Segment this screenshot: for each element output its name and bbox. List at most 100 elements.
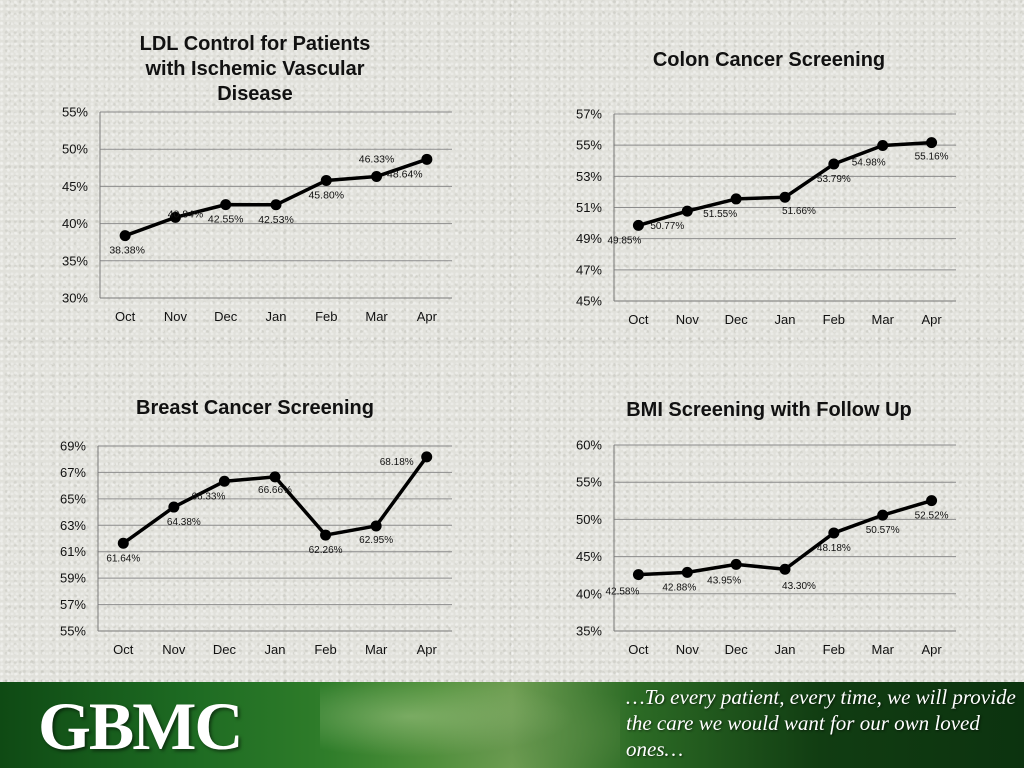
- x-tick-label: Mar: [365, 642, 388, 657]
- data-point: [371, 171, 383, 183]
- x-tick-label: Feb: [315, 309, 337, 324]
- x-tick-label: Jan: [775, 312, 796, 327]
- data-point: [168, 501, 180, 513]
- gbmc-logo: GBMC: [38, 688, 244, 764]
- x-tick-label: Dec: [725, 642, 749, 657]
- data-point: [270, 199, 282, 211]
- data-label: 45.80%: [308, 189, 344, 201]
- data-point: [779, 191, 791, 203]
- data-label: 61.64%: [106, 553, 140, 564]
- data-label: 53.79%: [817, 174, 851, 185]
- data-point: [632, 219, 644, 231]
- data-label: 46.33%: [359, 154, 395, 166]
- y-tick-label: 63%: [60, 518, 86, 533]
- y-tick-label: 30%: [62, 291, 88, 306]
- y-tick-label: 50%: [62, 142, 88, 157]
- data-point: [681, 566, 693, 578]
- x-tick-label: Oct: [115, 309, 136, 324]
- data-label: 48.18%: [817, 543, 851, 554]
- y-tick-label: 35%: [576, 624, 602, 639]
- data-label: 62.95%: [359, 535, 393, 546]
- data-point: [779, 563, 791, 575]
- x-tick-label: Nov: [676, 312, 700, 327]
- y-tick-label: 45%: [62, 179, 88, 194]
- data-label: 50.57%: [866, 525, 900, 536]
- y-tick-label: 45%: [576, 294, 602, 309]
- ldl-control-chart-panel: LDL Control for Patients with Ischemic V…: [0, 0, 510, 338]
- colon-cancer-chart-panel: Colon Cancer Screening 45% 47% 49% 51% 53% 55…: [514, 0, 1024, 338]
- data-point: [218, 475, 230, 487]
- data-point: [220, 199, 232, 211]
- x-tick-label: Jan: [265, 642, 286, 657]
- data-point: [828, 527, 840, 539]
- x-tick-label: Feb: [823, 312, 845, 327]
- x-tick-label: Mar: [872, 642, 895, 657]
- y-tick-label: 49%: [576, 231, 602, 246]
- bmi-screening-chart-panel: BMI Screening with Follow Up 35% 40% 45% 50…: [514, 342, 1024, 680]
- data-point: [828, 158, 840, 170]
- x-tick-label: Apr: [417, 309, 438, 324]
- tagline: …To every patient, every time, we will p…: [626, 685, 1016, 761]
- data-point: [320, 529, 332, 541]
- y-tick-label: 51%: [576, 200, 602, 215]
- y-tick-label: 53%: [576, 169, 602, 184]
- x-tick-label: Oct: [628, 642, 649, 657]
- data-label: 38.38%: [109, 245, 145, 257]
- breast-cancer-chart: 55% 57% 59% 61% 63% 65% 67% 69% Oct Nov Dec Jan Feb M…: [60, 439, 452, 657]
- chart-title: Breast Cancer Screening: [136, 397, 374, 419]
- ldl-control-chart: 30% 35% 40% 45% 50% 55% Oct Nov Dec Jan Feb Mar Apr 3…: [62, 105, 452, 324]
- data-point: [117, 537, 129, 549]
- x-tick-label: Mar: [365, 309, 388, 324]
- data-label: 55.16%: [915, 152, 949, 163]
- chart-title: Colon Cancer Screening: [652, 49, 886, 71]
- data-label: 42.53%: [258, 214, 294, 226]
- y-tick-label: 60%: [576, 438, 602, 453]
- y-tick-label: 55%: [62, 105, 88, 120]
- x-tick-label: Apr: [921, 312, 942, 327]
- x-tick-label: Nov: [162, 642, 186, 657]
- x-tick-label: Apr: [921, 642, 942, 657]
- y-tick-label: 67%: [60, 465, 86, 480]
- data-label: 43.30%: [782, 581, 816, 592]
- data-label: 66.66%: [258, 485, 292, 496]
- y-tick-label: 69%: [60, 439, 86, 454]
- data-label: 49.85%: [607, 235, 641, 246]
- data-point: [730, 558, 742, 570]
- data-label: 42.55%: [208, 214, 244, 226]
- data-label: 40.84%: [168, 208, 204, 220]
- y-tick-label: 55%: [576, 475, 602, 490]
- x-tick-label: Apr: [417, 642, 438, 657]
- bmi-screening-chart: 35% 40% 45% 50% 55% 60% Oct Nov Dec Jan Feb Mar Apr 4…: [576, 438, 956, 657]
- y-tick-label: 50%: [576, 512, 602, 527]
- data-label: 64.38%: [167, 517, 201, 528]
- x-tick-label: Dec: [213, 642, 237, 657]
- data-label: 51.55%: [703, 209, 737, 220]
- data-point: [632, 569, 644, 581]
- data-label: 52.52%: [915, 511, 949, 522]
- data-point: [421, 153, 433, 165]
- chart-title: BMI Screening with Follow Up: [626, 399, 912, 421]
- data-label: 68.18%: [380, 457, 414, 468]
- data-point: [926, 137, 938, 149]
- data-point: [421, 451, 433, 463]
- x-tick-label: Dec: [214, 309, 238, 324]
- y-tick-label: 40%: [576, 586, 602, 601]
- x-tick-label: Nov: [676, 642, 700, 657]
- x-tick-label: Feb: [314, 642, 336, 657]
- breast-cancer-chart-panel: Breast Cancer Screening 55% 57% 59% 61% 63% 6…: [0, 342, 510, 680]
- y-tick-label: 55%: [576, 138, 602, 153]
- y-tick-label: 45%: [576, 549, 602, 564]
- y-tick-label: 40%: [62, 216, 88, 231]
- data-point: [877, 139, 889, 151]
- data-point: [119, 230, 131, 242]
- footer-banner: GBMC …To every patient, every time, we w…: [0, 682, 1024, 768]
- x-tick-label: Oct: [628, 312, 649, 327]
- data-point: [169, 211, 181, 223]
- data-point: [681, 205, 693, 217]
- colon-cancer-chart: 45% 47% 49% 51% 53% 55% 57% Oct Nov Dec Jan Feb Mar A…: [576, 107, 956, 327]
- series-line: [122, 455, 429, 545]
- x-tick-label: Nov: [164, 309, 188, 324]
- chart-title: LDL Control for Patients with Ischemic V…: [139, 33, 371, 105]
- data-label: 50.77%: [650, 221, 684, 232]
- data-point: [269, 471, 281, 483]
